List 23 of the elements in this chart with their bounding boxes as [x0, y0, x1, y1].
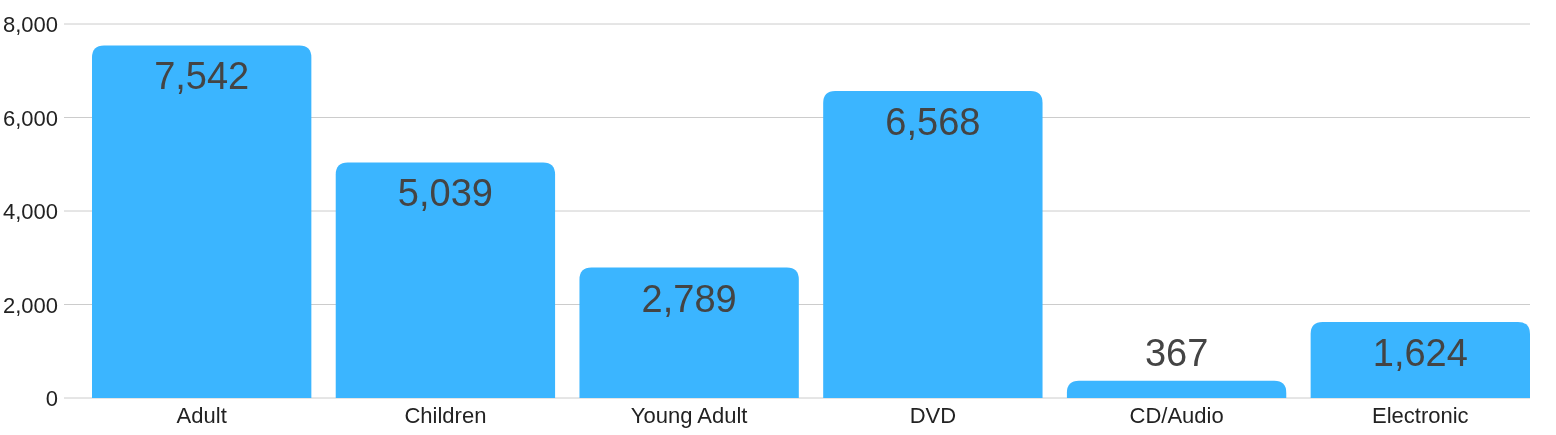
- bar: [579, 267, 799, 398]
- y-tick-label: 6,000: [2, 105, 58, 131]
- bar: [823, 90, 1043, 398]
- data-label: 7,542: [154, 55, 250, 98]
- x-tick-label: CD/Audio: [1129, 403, 1224, 428]
- bar: [335, 162, 556, 398]
- x-tick-label: Young Adult: [630, 403, 748, 428]
- y-tick-label: 2,000: [2, 292, 58, 318]
- y-tick-label: 8,000: [2, 12, 58, 37]
- data-label: 5,039: [397, 172, 493, 215]
- data-label: 367: [1144, 332, 1209, 374]
- data-label: 1,624: [1372, 332, 1468, 374]
- y-tick-label: 0: [45, 386, 58, 411]
- x-tick-label: Adult: [176, 403, 227, 428]
- y-tick-label: 4,000: [2, 199, 58, 224]
- data-label: 2,789: [641, 277, 737, 320]
- x-tick-label: Children: [404, 403, 487, 428]
- bar: [1310, 322, 1530, 398]
- bar: [92, 45, 312, 398]
- bar: [1066, 380, 1287, 398]
- x-tick-label: DVD: [909, 403, 957, 428]
- data-label: 6,568: [885, 100, 981, 143]
- x-tick-label: Electronic: [1372, 403, 1469, 428]
